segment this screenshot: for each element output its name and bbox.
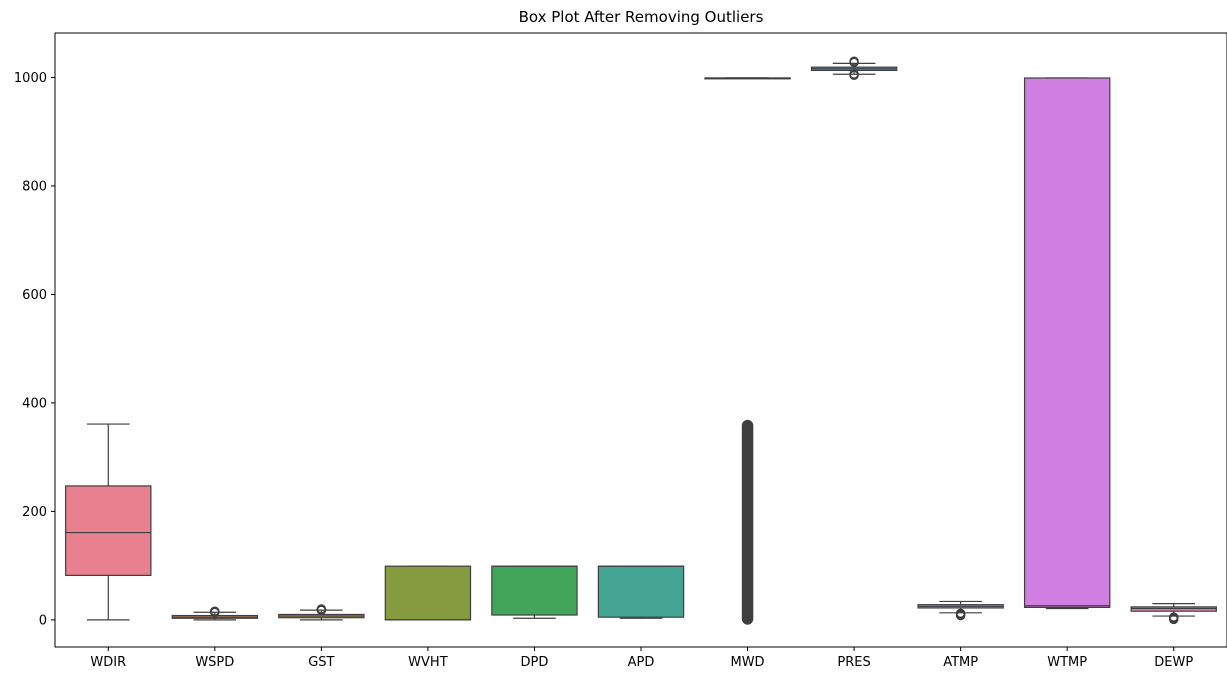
- box-wvht: [384, 565, 472, 621]
- plot-area: 0 200 400 600 800 1000 WDIR WSPD GST WVHT DPD APD MW…: [14, 56, 1217, 670]
- x-tick-label-dewp: DEWP: [1154, 655, 1193, 670]
- x-tick-label-wtmp: WTMP: [1047, 655, 1087, 670]
- outlier-wspd: [210, 606, 220, 616]
- x-tick-label-mwd: MWD: [730, 655, 764, 670]
- x-tick-label-wvht: WVHT: [408, 655, 448, 670]
- x-tick-label-dpd: DPD: [521, 655, 549, 670]
- x-tick-label-atmp: ATMP: [943, 655, 978, 670]
- y-tick-label: 800: [22, 179, 47, 194]
- x-tick-label-gst: GST: [308, 655, 334, 670]
- outlier-pres: [849, 56, 859, 66]
- outlier-atmp: [955, 608, 966, 619]
- outlier-dewp: [1168, 612, 1179, 622]
- outlier-band-mwd: [741, 419, 754, 625]
- box-wtmp: [1023, 77, 1111, 609]
- chart-title: Box Plot After Removing Outliers: [519, 8, 764, 26]
- box-apd: [597, 565, 685, 618]
- box-wdir: [65, 485, 152, 577]
- y-tick-label: 200: [22, 505, 47, 520]
- y-tick-label: 0: [39, 613, 47, 628]
- y-tick-label: 600: [22, 288, 47, 303]
- outlier-pres: [849, 69, 859, 79]
- y-tick-label: 1000: [14, 71, 47, 86]
- x-tick-label-wdir: WDIR: [90, 655, 126, 670]
- x-tick-label-pres: PRES: [837, 655, 870, 670]
- y-tick-label: 400: [22, 396, 47, 411]
- axes-frame: [54, 32, 1227, 648]
- x-tick-label-apd: APD: [628, 655, 655, 670]
- outlier-gst: [316, 604, 327, 614]
- x-tick-label-wspd: WSPD: [195, 655, 234, 670]
- box-dpd: [491, 565, 578, 616]
